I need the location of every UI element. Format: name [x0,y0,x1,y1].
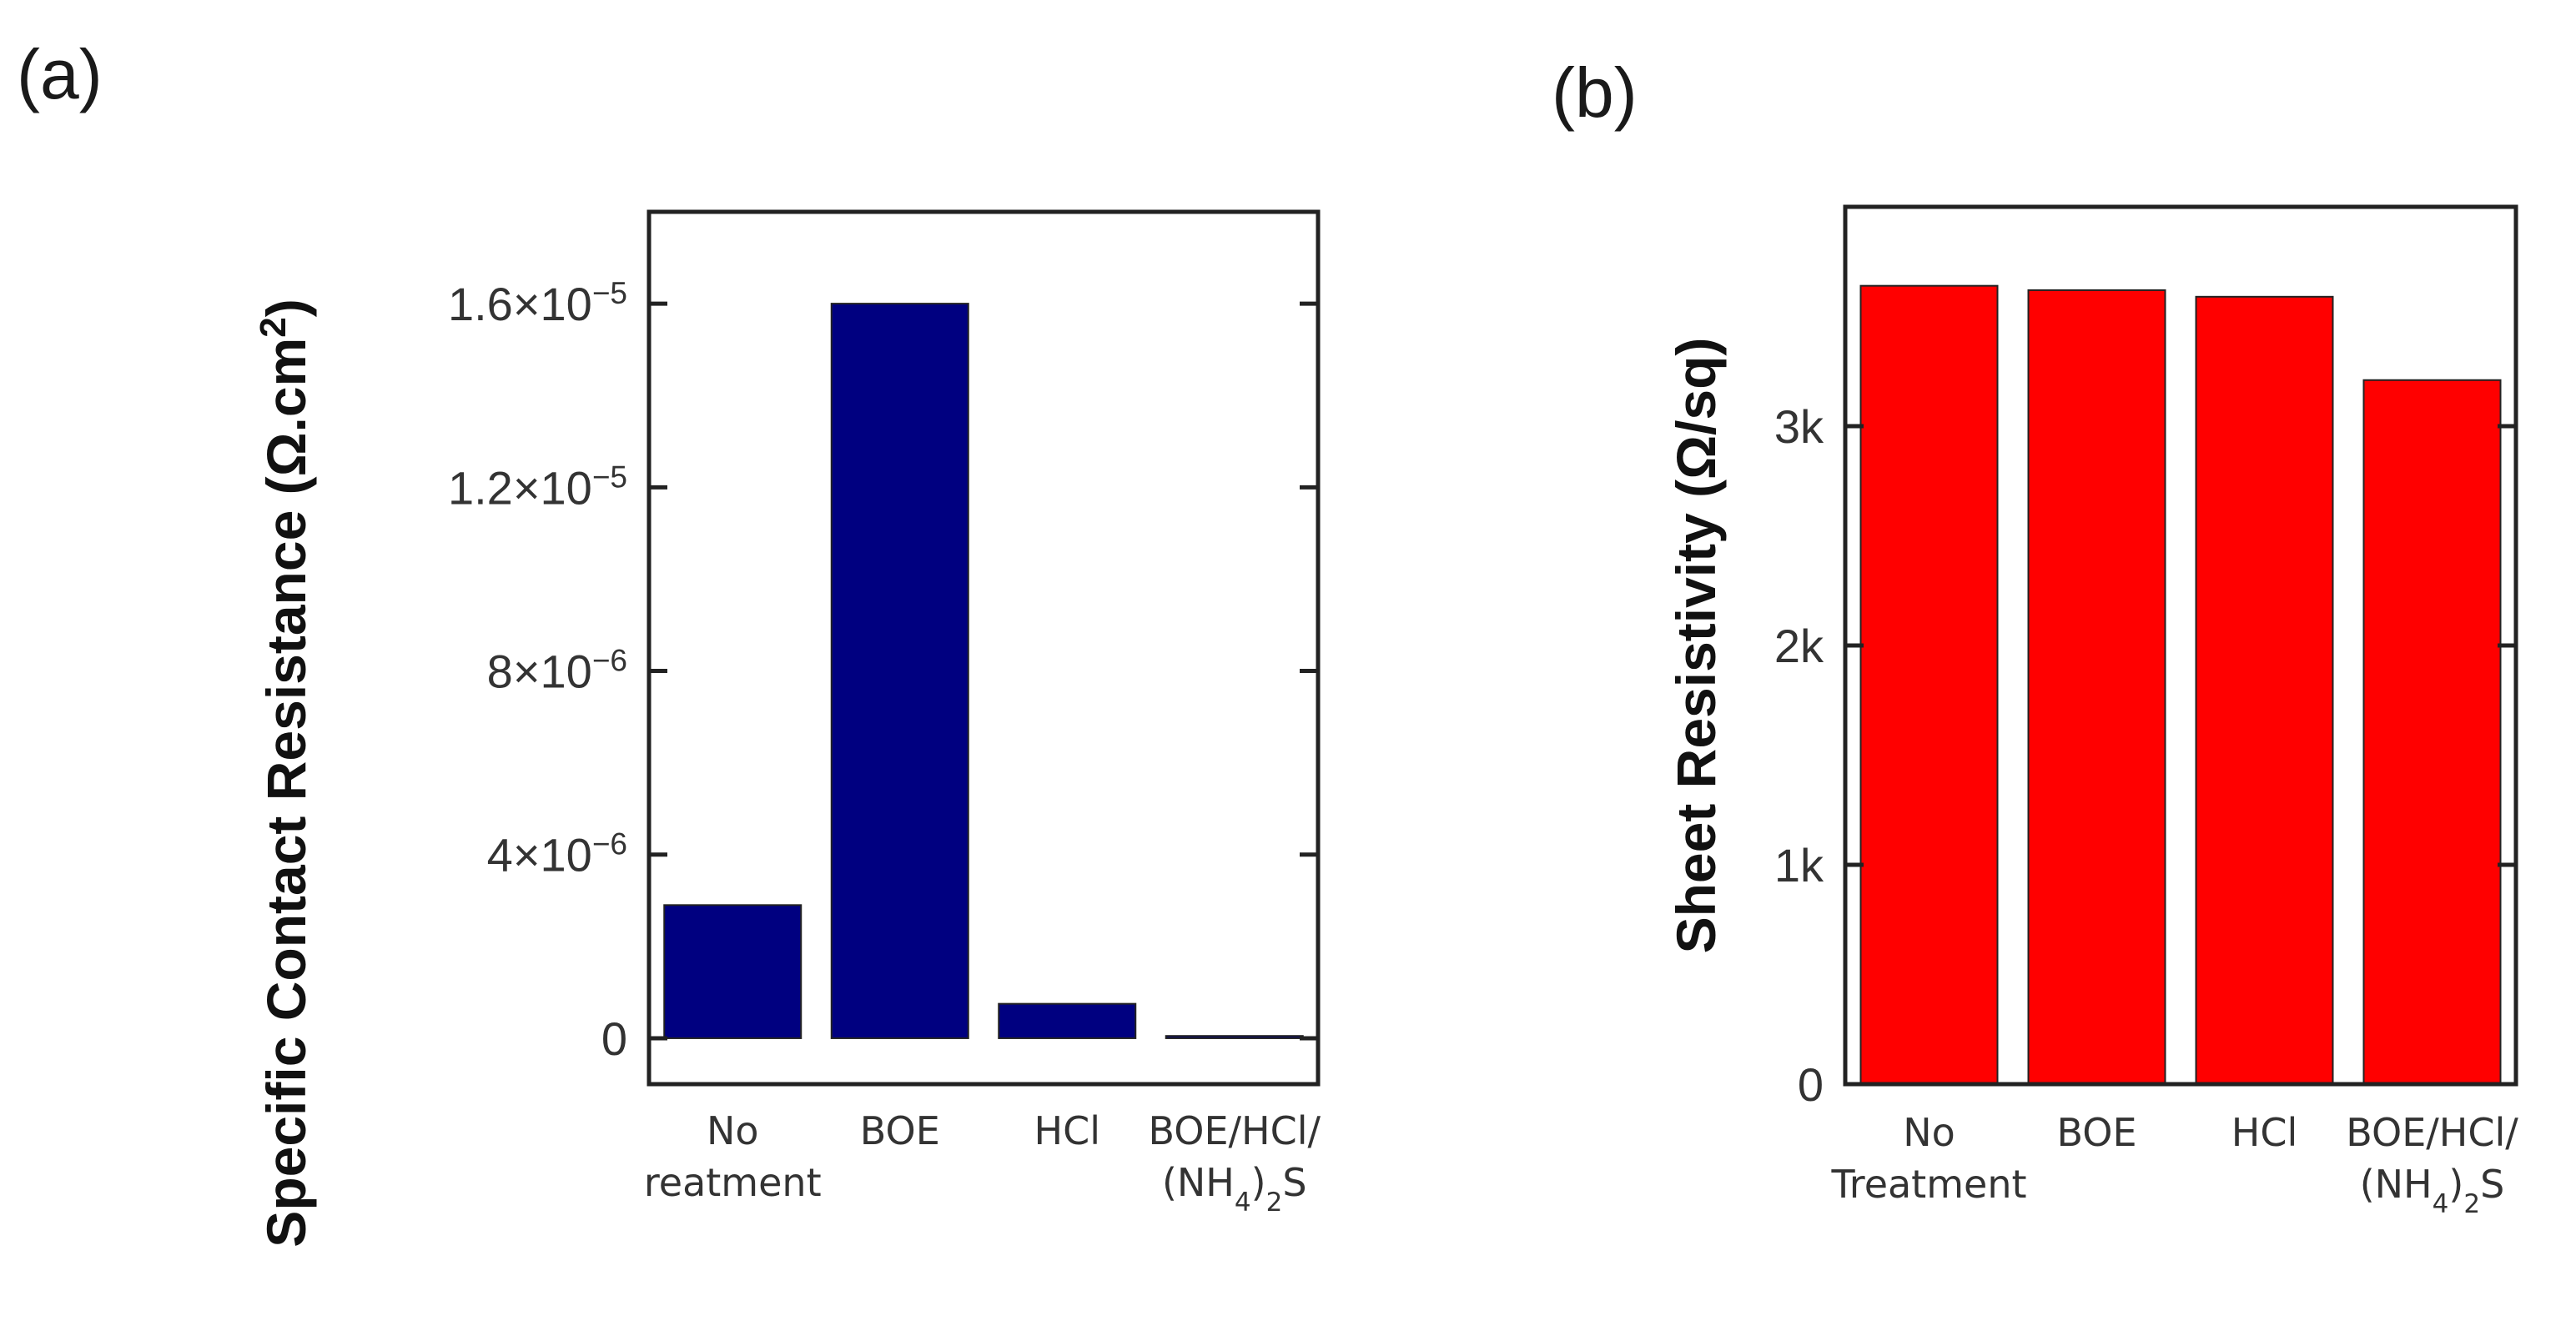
chart-b-category-label-0-line-0: No [1903,1110,1955,1155]
chart-a-plot-frame [647,209,1321,1087]
chart-a-ytick-label-2: 8×10−6 [487,643,627,698]
chart-a-ytick-label-3: 1.2×10−5 [448,460,627,515]
chart-b-y-axis-title: Sheet Resistivity (Ω/sq) [1665,338,1727,954]
chart-b-ytick-label-2: 2k [1774,620,1824,672]
chart-a-bar-1 [830,303,969,1039]
chart-b-category-label-2-line-0: HCl [2231,1110,2298,1155]
chart-a-ytick-label-1: 4×10−6 [487,826,627,881]
chart-b-category-label-0-line-1: Treatment [1830,1162,2026,1207]
chart-b-category-label-3-line-1: (NH4)2S [2360,1162,2505,1219]
chart-b-ytick-label-0: 0 [1798,1058,1824,1111]
chart-b-bar-2 [2195,295,2334,1085]
chart-a-ytick-label-0: 0 [601,1012,627,1065]
chart-a-category-label-3-line-1: (NH4)2S [1162,1160,1307,1218]
chart-a-y-axis-title: Specific Contact Resistance (Ω.cm2) [253,299,318,1247]
chart-b-sheet-resistivity: 0 1k 2k 3k No Treatment BOE HCl BOE/HCl/ (NH4)2S S… [1665,204,2518,1219]
chart-b-ytick-label-3: 3k [1774,400,1824,453]
chart-b-bar-0 [1859,284,1999,1085]
chart-a-ytick-label-4: 1.6×10−5 [448,276,627,331]
chart-a-contact-resistance: 0 4×10−6 8×10−6 1.2×10−5 1.6×10−5 No reatment B… [253,209,1321,1248]
chart-a-category-label-3-line-0: BOE/HCl/ [1148,1108,1321,1153]
chart-a-category-label-0-line-0: No [707,1108,759,1153]
chart-b-category-label-1-line-0: BOE [2056,1110,2136,1155]
chart-b-ytick-label-1: 1k [1774,839,1824,891]
chart-b-bar-3 [2362,379,2502,1085]
chart-b-bar-1 [2027,289,2166,1085]
chart-a-bar-3 [1165,1035,1304,1039]
chart-b-category-label-3-line-0: BOE/HCl/ [2346,1110,2518,1155]
chart-a-category-label-1-line-0: BOE [860,1108,940,1153]
chart-a-category-label-0-line-1: reatment [644,1160,822,1205]
panel-b-label: (b) [1552,53,1638,132]
chart-a-bar-2 [998,1002,1137,1039]
chart-a-bar-0 [663,904,802,1039]
panel-a-label: (a) [17,35,103,113]
chart-a-category-label-2-line-0: HCl [1034,1108,1101,1153]
